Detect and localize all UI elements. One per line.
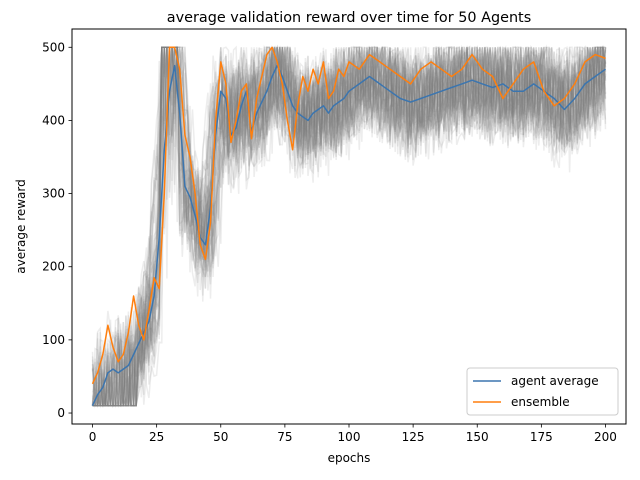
agent-curve [92,45,607,407]
y-tick-label: 500 [42,40,65,54]
agent-curve [92,45,607,407]
x-tick-label: 0 [89,430,97,444]
agent-curve [92,46,607,407]
y-tick-label: 100 [42,333,65,347]
agent-curve [91,45,607,407]
agent-curve [92,46,607,407]
x-axis: 0 25 50 75 100 125 150 175 200 [89,424,617,444]
agent-curve [92,44,607,408]
agent-curve [91,46,607,409]
agent-curve [91,45,606,408]
agent-curve [92,44,607,407]
x-tick-label: 150 [466,430,489,444]
agent-curve [91,46,607,407]
agent-curve [91,44,607,407]
chart-title: average validation reward over time for … [167,10,531,26]
agent-average-line [91,64,606,407]
x-tick-label: 75 [277,430,292,444]
agent-curve [91,45,607,409]
agent-curve [92,46,607,407]
series-lines [91,46,606,407]
agent-curve [91,46,606,407]
agent-curve [91,45,607,407]
x-tick-label: 175 [530,430,553,444]
ensemble-line [91,46,606,385]
agent-curve [92,46,607,407]
agent-curve [92,46,607,407]
x-tick-label: 50 [213,430,228,444]
legend-label: ensemble [511,395,570,409]
y-axis: 0 100 200 300 400 500 [42,40,72,420]
x-tick-label: 125 [402,430,425,444]
y-tick-label: 0 [57,406,65,420]
x-tick-label: 25 [149,430,164,444]
agent-curve [91,44,607,408]
agent-curve [91,46,607,407]
x-tick-label: 200 [594,430,617,444]
y-tick-label: 400 [42,113,65,127]
agent-curve [92,46,606,407]
agent-curve [91,45,607,407]
agent-curve [92,46,607,407]
agent-curve [92,46,607,407]
agent-curve [92,45,607,407]
agent-curve [92,46,607,409]
agent-curve [91,45,607,409]
legend-box [466,367,619,416]
agent-curve [91,46,607,407]
y-axis-label: average reward [14,179,28,274]
agent-curve [91,46,607,407]
y-tick-label: 200 [42,260,65,274]
agent-curve [92,46,607,407]
agent-curve [91,45,606,407]
legend: agent average ensemble [466,367,619,416]
x-tick-label: 100 [338,430,361,444]
legend-label: agent average [511,374,599,388]
agent-curve [92,46,607,407]
agent-curve [92,46,607,407]
agent-curve [92,44,607,407]
y-tick-label: 300 [42,187,65,201]
x-axis-label: epochs [328,451,371,465]
agent-curve [91,46,607,407]
